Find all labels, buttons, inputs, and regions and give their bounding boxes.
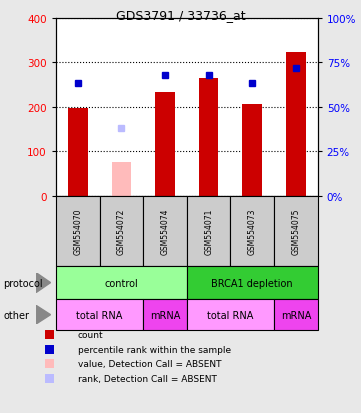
Polygon shape — [45, 330, 54, 339]
Text: count: count — [78, 330, 103, 339]
Bar — [155, 93, 175, 196]
Bar — [286, 53, 306, 196]
Text: other: other — [4, 310, 30, 320]
Polygon shape — [36, 306, 51, 324]
Polygon shape — [45, 345, 54, 354]
Polygon shape — [45, 359, 54, 368]
Text: percentile rank within the sample: percentile rank within the sample — [78, 345, 231, 354]
Text: protocol: protocol — [4, 278, 43, 288]
Text: GSM554074: GSM554074 — [161, 208, 170, 254]
Text: GSM554075: GSM554075 — [291, 208, 300, 254]
Text: value, Detection Call = ABSENT: value, Detection Call = ABSENT — [78, 359, 221, 368]
Bar — [243, 105, 262, 196]
Text: GDS3791 / 33736_at: GDS3791 / 33736_at — [116, 9, 245, 22]
Text: GSM554072: GSM554072 — [117, 208, 126, 254]
Text: mRNA: mRNA — [150, 310, 180, 320]
Text: GSM554073: GSM554073 — [248, 208, 257, 254]
Text: mRNA: mRNA — [281, 310, 311, 320]
Polygon shape — [45, 374, 54, 383]
Text: control: control — [105, 278, 138, 288]
Text: BRCA1 depletion: BRCA1 depletion — [212, 278, 293, 288]
Bar — [112, 163, 131, 196]
Text: total RNA: total RNA — [77, 310, 123, 320]
Polygon shape — [36, 273, 51, 293]
Text: total RNA: total RNA — [207, 310, 254, 320]
Text: GSM554070: GSM554070 — [73, 208, 82, 254]
Text: GSM554071: GSM554071 — [204, 208, 213, 254]
Text: rank, Detection Call = ABSENT: rank, Detection Call = ABSENT — [78, 374, 217, 383]
Bar — [68, 109, 88, 196]
Bar — [199, 78, 218, 196]
